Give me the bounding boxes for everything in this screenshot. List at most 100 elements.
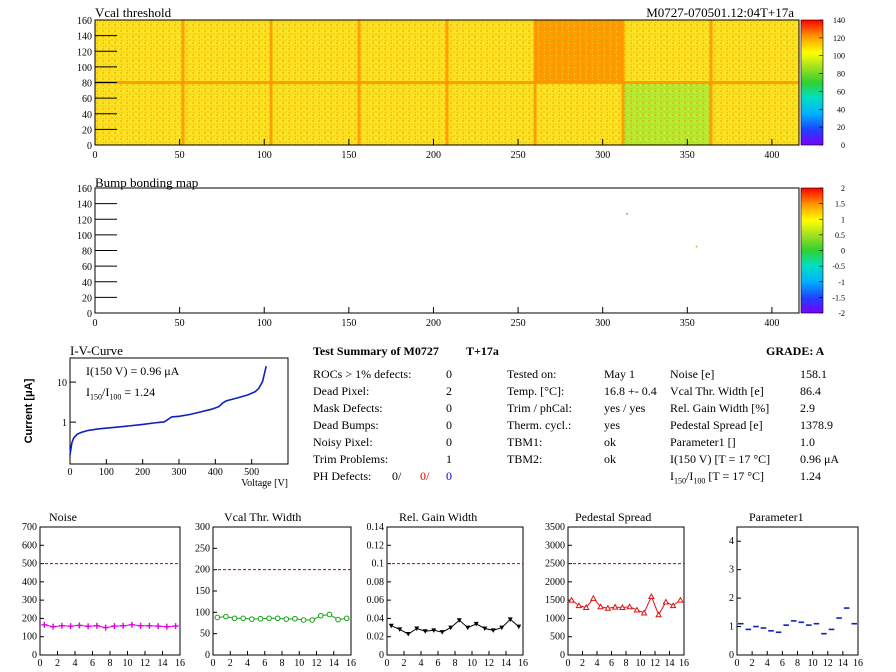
roc-chart-frame bbox=[736, 526, 859, 656]
parameter-row-label: Noise [e] bbox=[670, 367, 715, 381]
y-tick-label: 140 bbox=[77, 32, 92, 43]
roc-series-line bbox=[44, 624, 176, 629]
roc-x-tick-label: 4 bbox=[765, 658, 770, 669]
roc-data-point bbox=[439, 630, 445, 635]
roc-data-point bbox=[597, 603, 604, 610]
vcal-threshold-map: 0 50 100 150 200 250 300 350 4000204060801001201… bbox=[77, 16, 845, 161]
condition-row-value: yes / yes bbox=[604, 401, 646, 415]
defect-row-label: Noisy Pixel: bbox=[313, 435, 373, 449]
ratio-i1: I bbox=[670, 469, 674, 483]
condition-row-label: TBM1: bbox=[507, 435, 543, 449]
roc-y-tick-label: 200 bbox=[22, 613, 37, 624]
bump-map-title: Bump bonding map bbox=[95, 175, 199, 190]
roc-x-tick-label: 10 bbox=[294, 658, 304, 669]
ratio-sub1: 150 bbox=[674, 476, 686, 486]
bump-defect-point bbox=[626, 213, 628, 215]
roc-texture bbox=[359, 82, 447, 145]
roc-data-point bbox=[611, 603, 619, 610]
roc-chart-frame bbox=[567, 526, 685, 656]
scale-tick-label: 40 bbox=[837, 105, 845, 114]
roc-x-tick-label: 16 bbox=[853, 658, 863, 669]
roc-data-point bbox=[507, 617, 513, 622]
roc-data-point bbox=[490, 628, 496, 633]
roc-y-tick-label: 0 bbox=[379, 650, 384, 661]
roc-x-tick-label: 12 bbox=[140, 658, 150, 669]
roc-y-tick-label: 300 bbox=[22, 595, 37, 606]
x-tick-label: 200 bbox=[426, 318, 441, 329]
condition-row-label: TBM2: bbox=[507, 452, 543, 466]
roc-edge-row bbox=[95, 81, 799, 84]
x-tick-label: 400 bbox=[764, 150, 779, 161]
roc-y-tick-label: 0.08 bbox=[367, 577, 385, 588]
x-tick-label: 300 bbox=[595, 150, 610, 161]
parameter-row-label: I(150 V) [T = 17 °C] bbox=[670, 452, 771, 466]
roc-data-point bbox=[223, 613, 229, 620]
roc-data-point bbox=[343, 615, 350, 622]
roc-y-tick-label: 250 bbox=[195, 543, 210, 554]
roc-y-tick-label: 300 bbox=[195, 522, 210, 533]
defect-row-label: Dead Pixel: bbox=[313, 384, 370, 398]
roc-texture bbox=[711, 82, 799, 145]
roc-y-tick-label: 3000 bbox=[545, 540, 565, 551]
y-tick-label: 100 bbox=[77, 63, 92, 74]
y-tick-label: 120 bbox=[77, 47, 92, 58]
roc-data-point bbox=[516, 624, 522, 630]
roc-chart-title: Vcal Thr. Width bbox=[224, 510, 301, 524]
roc-x-tick-label: 8 bbox=[453, 658, 458, 669]
roc-data-point bbox=[257, 615, 264, 622]
roc-data-point bbox=[283, 616, 290, 622]
y-tick-label: 40 bbox=[82, 110, 92, 121]
roc-data-point bbox=[249, 616, 255, 622]
roc-y-tick-label: 0 bbox=[560, 650, 565, 661]
roc-data-point bbox=[619, 603, 626, 610]
scale-tick-label: 2 bbox=[841, 184, 845, 193]
x-tick-label: 350 bbox=[680, 318, 695, 329]
defect-row-value: 0 bbox=[446, 418, 452, 432]
roc-y-tick-label: 400 bbox=[22, 577, 37, 588]
roc-data-point bbox=[388, 623, 394, 629]
scale-tick-label: 20 bbox=[837, 123, 845, 132]
x-tick-label: 200 bbox=[426, 150, 441, 161]
roc-chart-0: Noise 0 2 4 6 8 10 12 14 16 0 100 200 300 400 500 600 700 bbox=[22, 510, 185, 669]
roc-x-tick-label: 12 bbox=[312, 658, 322, 669]
iv-y-axis-label: Current [μA] bbox=[23, 378, 35, 443]
ph-defects-value-1: 0/ bbox=[392, 469, 402, 483]
y-tick-label: 60 bbox=[82, 94, 92, 105]
roc-x-tick-label: 10 bbox=[636, 658, 646, 669]
roc-data-point bbox=[240, 615, 246, 622]
y-tick-label: 20 bbox=[82, 293, 92, 304]
vcal-map-title: Vcal threshold bbox=[95, 5, 172, 20]
roc-data-point bbox=[335, 616, 341, 623]
roc-texture bbox=[623, 20, 711, 83]
roc-y-tick-label: 600 bbox=[22, 540, 37, 551]
roc-data-point bbox=[397, 627, 403, 632]
roc-data-point bbox=[473, 621, 479, 627]
x-tick-label: 100 bbox=[257, 318, 272, 329]
iv-x-tick-label: 400 bbox=[208, 467, 223, 478]
roc-y-tick-label: 0.04 bbox=[367, 613, 385, 624]
condition-row-value: ok bbox=[604, 452, 616, 466]
y-tick-label: 160 bbox=[77, 184, 92, 195]
iv-x-tick-label: 300 bbox=[172, 467, 187, 478]
roc-texture bbox=[271, 20, 359, 83]
y-tick-label: 140 bbox=[77, 200, 92, 211]
roc-x-tick-label: 8 bbox=[280, 658, 285, 669]
roc-chart-frame bbox=[386, 526, 524, 656]
condition-row-label: Temp. [°C]: bbox=[507, 384, 565, 398]
ph-defects-value-2: 0/ bbox=[420, 469, 430, 483]
roc-chart-2: Rel. Gain Width 0 2 4 6 8 10 12 14 16 0 0.02 0.04 0.0… bbox=[367, 510, 529, 669]
y-tick-label: 80 bbox=[82, 79, 92, 90]
ratio-suffix: [T = 17 °C] bbox=[705, 469, 765, 483]
grade-label: GRADE: A bbox=[766, 344, 825, 358]
roc-x-tick-label: 12 bbox=[823, 658, 833, 669]
roc-texture bbox=[535, 20, 623, 83]
scale-tick-label: 1.5 bbox=[835, 200, 845, 209]
condition-row-label: Tested on: bbox=[507, 367, 557, 381]
parameter-row-value: 0.96 μA bbox=[800, 452, 840, 466]
parameter-row-value: 1378.9 bbox=[800, 418, 833, 432]
roc-x-tick-label: 0 bbox=[385, 658, 390, 669]
defect-row-label: Mask Defects: bbox=[313, 401, 383, 415]
roc-x-tick-label: 6 bbox=[262, 658, 267, 669]
roc-y-tick-label: 50 bbox=[200, 629, 210, 640]
